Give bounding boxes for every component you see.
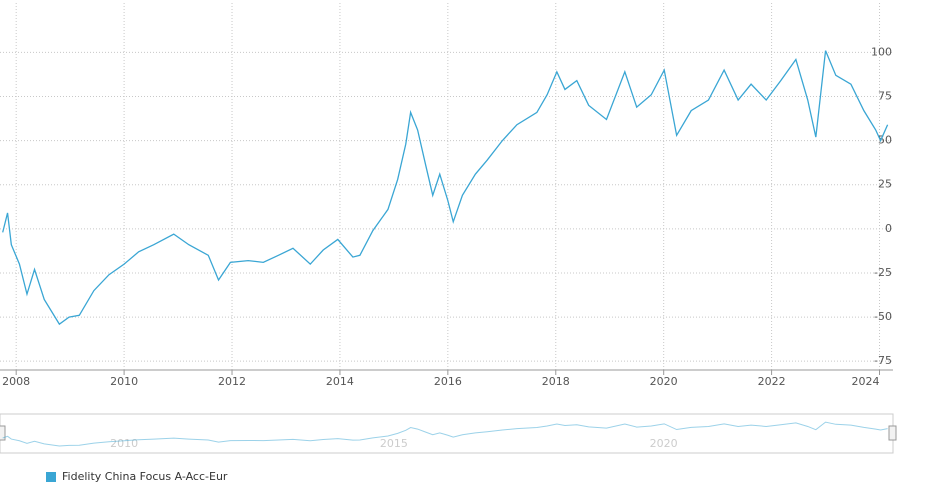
x-tick-label: 2024	[852, 375, 880, 388]
y-tick-label: -50	[874, 310, 892, 323]
navigator-tick-label: 2010	[110, 437, 138, 450]
legend-label: Fidelity China Focus A-Acc-Eur	[62, 470, 228, 483]
y-tick-label: -25	[874, 266, 892, 279]
x-tick-label: 2016	[434, 375, 462, 388]
y-tick-label: 75	[878, 90, 892, 103]
x-tick-label: 2008	[2, 375, 30, 388]
x-tick-label: 2010	[110, 375, 138, 388]
x-tick-label: 2012	[218, 375, 246, 388]
y-tick-label: 50	[878, 134, 892, 147]
y-tick-label: 100	[871, 45, 892, 58]
y-tick-label: -75	[874, 354, 892, 367]
y-tick-label: 25	[878, 178, 892, 191]
navigator	[0, 413, 894, 454]
x-tick-label: 2014	[326, 375, 354, 388]
x-tick-label: 2018	[542, 375, 570, 388]
x-tick-label: 2020	[650, 375, 678, 388]
navigator-line	[2, 421, 888, 447]
navigator-tick-label: 2020	[650, 437, 678, 450]
y-tick-label: 0	[885, 222, 892, 235]
navigator-handle[interactable]	[0, 425, 6, 441]
series-line	[2, 50, 889, 326]
x-tick-label: 2022	[758, 375, 786, 388]
navigator-handle[interactable]	[888, 425, 897, 441]
navigator-tick-label: 2015	[380, 437, 408, 450]
legend-swatch	[46, 472, 56, 482]
